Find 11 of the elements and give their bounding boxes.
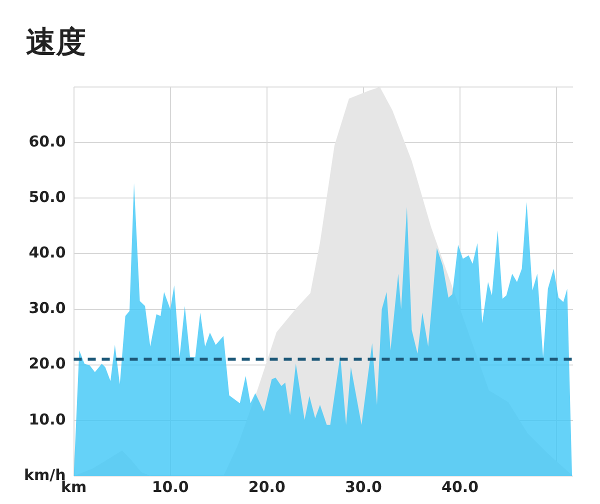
x-tick-label: 40.0 bbox=[442, 478, 479, 496]
x-tick-label: 30.0 bbox=[344, 478, 382, 496]
x-tick-label: 20.0 bbox=[248, 478, 286, 496]
y-tick-label: 50.0 bbox=[28, 188, 66, 206]
y-tick-label: 30.0 bbox=[28, 299, 66, 318]
y-tick-label: 40.0 bbox=[28, 244, 66, 262]
y-tick-label: 20.0 bbox=[28, 354, 66, 373]
x-tick-label: 10.0 bbox=[152, 478, 189, 496]
y-tick-label: 60.0 bbox=[28, 132, 66, 150]
chart-title: 速度 bbox=[26, 24, 86, 62]
y-tick-label: 10.0 bbox=[28, 410, 66, 428]
